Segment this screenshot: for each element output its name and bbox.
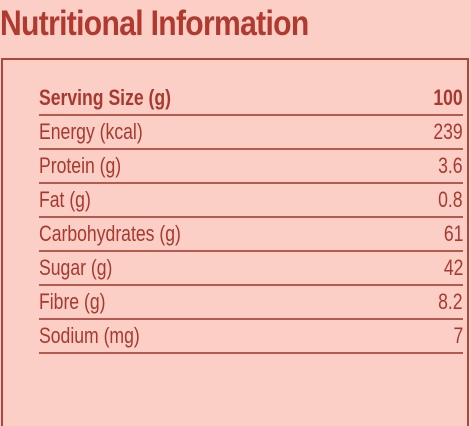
nutrient-label: Fat (g): [39, 187, 91, 212]
nutrition-table: Serving Size (g) 100 Energy (kcal) 239 P…: [1, 58, 469, 426]
table-row: Fibre (g) 8.2: [39, 286, 463, 320]
nutrient-value: 8.2: [438, 289, 463, 314]
serving-size-label: Serving Size (g): [39, 85, 172, 110]
table-row: Fat (g) 0.8: [39, 184, 463, 218]
table-row: Sugar (g) 42: [39, 252, 463, 286]
nutrient-label: Fibre (g): [39, 289, 106, 314]
nutrient-label: Carbohydrates (g): [39, 221, 181, 246]
page-title: Nutritional Information: [0, 4, 309, 43]
nutrient-label: Protein (g): [39, 153, 122, 178]
table-row: Sodium (mg) 7: [39, 320, 463, 354]
nutrient-label: Energy (kcal): [39, 119, 143, 144]
nutrient-label: Sugar (g): [39, 255, 113, 280]
nutrient-value: 7: [453, 323, 463, 348]
nutrient-value: 0.8: [438, 187, 463, 212]
nutrient-label: Sodium (mg): [39, 323, 140, 348]
nutrient-value: 239: [433, 119, 463, 144]
table-row: Carbohydrates (g) 61: [39, 218, 463, 252]
nutrient-value: 3.6: [438, 153, 463, 178]
table-row: Energy (kcal) 239: [39, 116, 463, 150]
serving-size-row: Serving Size (g) 100: [39, 82, 463, 116]
serving-size-value: 100: [433, 85, 463, 110]
nutrient-value: 42: [443, 255, 463, 280]
nutrient-value: 61: [443, 221, 463, 246]
table-row: Protein (g) 3.6: [39, 150, 463, 184]
